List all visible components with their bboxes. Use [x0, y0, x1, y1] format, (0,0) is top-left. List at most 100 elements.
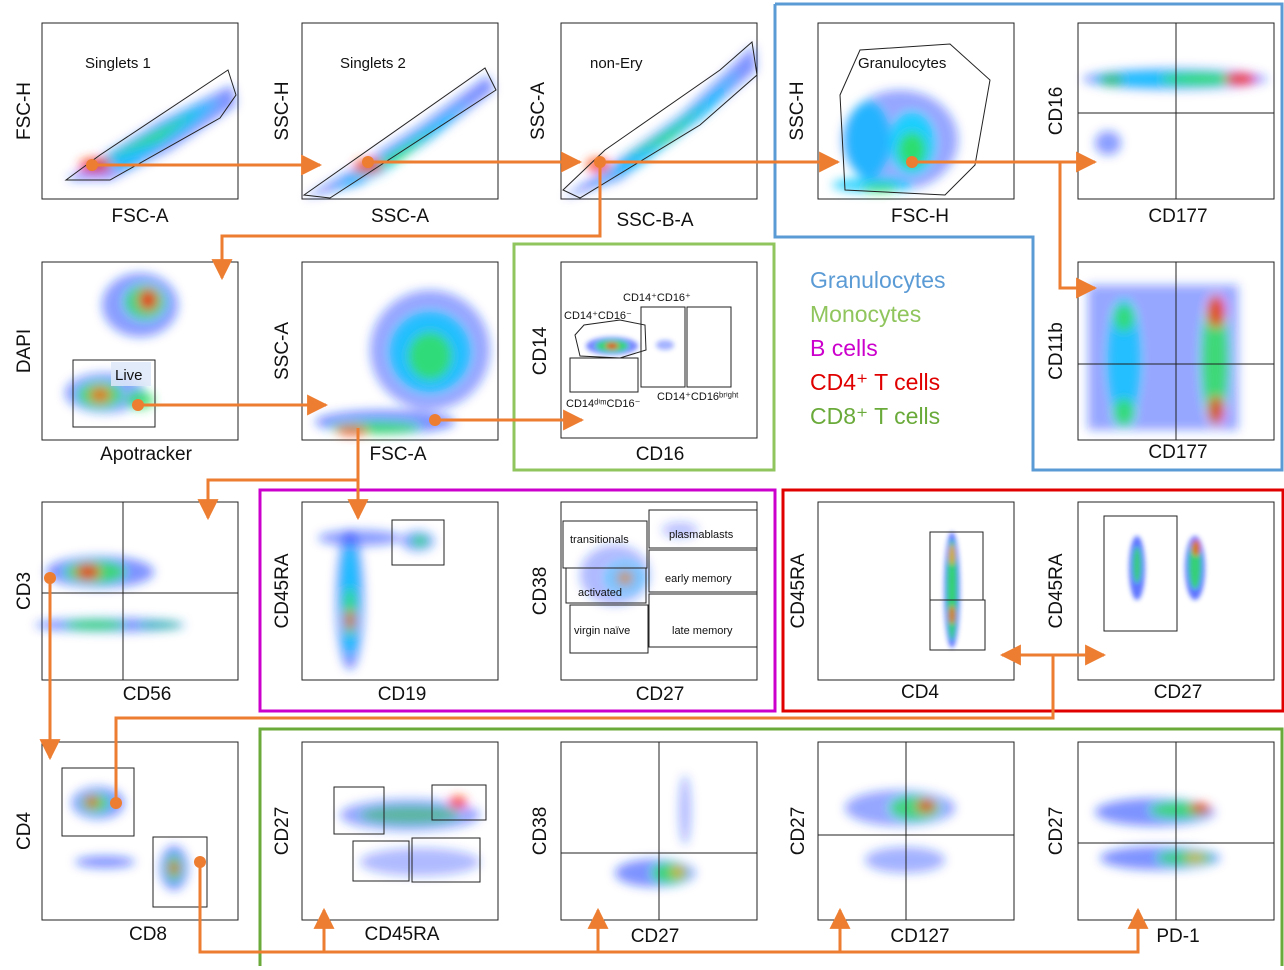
y-axis-label: CD4 [14, 812, 35, 850]
x-axis-label: CD19 [378, 684, 427, 705]
gate-virgin-naive [569, 604, 649, 654]
gate-activated [565, 567, 647, 604]
panel-ssc-fsc: FSC-A SSC-A [272, 261, 499, 465]
plot-frame [301, 501, 499, 681]
dot-live [132, 399, 144, 411]
gate-label: plasmablasts [669, 529, 734, 541]
gate-label: activated [578, 587, 622, 599]
density-cloud [35, 556, 185, 632]
y-axis-label: CD45RA [272, 553, 293, 628]
y-axis-label: DAPI [14, 329, 35, 373]
gate-cd14-cd16pos [640, 306, 686, 388]
density-cloud [1088, 285, 1238, 430]
panel-cd45ra-cd27: CD27 CD45RA [1046, 501, 1275, 703]
density-cloud [72, 787, 188, 890]
gate-early-memory [648, 549, 758, 593]
x-axis-label: FSC-H [891, 206, 949, 227]
x-axis-label: CD27 [636, 684, 685, 705]
y-axis-label: CD27 [1046, 807, 1067, 856]
gate-cd14-cd16neg [574, 319, 647, 359]
panel-cd11b-cd177: CD177 CD11b [1046, 261, 1275, 463]
y-axis-label: CD27 [272, 807, 293, 856]
panel-cd16-cd177: CD177 CD16 [1046, 22, 1275, 227]
plot-frame [41, 741, 239, 921]
gate-cm [352, 840, 410, 882]
x-axis-label: CD8 [129, 924, 167, 945]
granulocytes-group-box [773, 2, 1284, 472]
density-cloud [944, 532, 960, 648]
y-axis-label: SSC-H [272, 81, 293, 140]
density-cloud [580, 522, 698, 605]
density-cloud [586, 337, 674, 355]
x-axis-label: CD4 [901, 682, 939, 703]
density-cloud [315, 290, 490, 435]
y-axis-label: CD14 [530, 326, 551, 375]
density-cloud [1095, 798, 1220, 870]
plot-frame [1077, 501, 1275, 681]
arrow-cd8-to-cd8panels [198, 862, 1149, 954]
y-axis-label: CD38 [530, 567, 551, 616]
panel-monocytes: CD14⁺CD16⁺ CD14⁺CD16⁻ CD14ᵈⁱᵐCD16⁻ CD14⁺… [530, 261, 758, 465]
monocytes-group-box [512, 242, 776, 472]
density-cloud [1083, 68, 1267, 155]
panel-cd27-cd45ra: CD45RA CD27 [272, 741, 499, 945]
panel-live: Live Apotracker DAPI [14, 261, 239, 465]
arrow-granulocytes-to-cd11b [1058, 162, 1098, 299]
x-axis-label: CD56 [123, 684, 172, 705]
bcell-gate [391, 519, 445, 566]
dot-fsc [429, 414, 441, 426]
plot-frame [817, 501, 1015, 681]
panel-cd38-cd27: transitionals plasmablasts activated ear… [530, 501, 758, 705]
gate-dots [44, 156, 918, 868]
group-boxes [258, 2, 1284, 966]
x-axis-label: SSC-B-A [616, 210, 693, 231]
gate-label: Singlets 2 [340, 55, 406, 72]
arrow-nonery-to-live [211, 162, 602, 281]
gate-temra [431, 784, 487, 821]
x-axis-label: PD-1 [1156, 926, 1199, 947]
dot-granulocytes [906, 156, 918, 168]
cd8-group-box [258, 727, 1284, 966]
panel-cd27-cd127: CD127 CD27 [788, 741, 1015, 947]
y-axis-label: CD3 [14, 572, 35, 610]
x-axis-label: CD177 [1148, 206, 1207, 227]
legend-bcells: B cells [810, 335, 878, 361]
gating-arrows [39, 151, 1149, 954]
gate-label: virgin naïve [574, 625, 630, 637]
gate-label: transitionals [570, 534, 629, 546]
plot-frame [41, 501, 239, 681]
legend-monocytes: Monocytes [810, 301, 921, 327]
legend: Granulocytes Monocytes B cells CD4⁺ T ce… [810, 267, 946, 429]
cd4-gate [61, 767, 135, 837]
density-cloud [832, 90, 958, 192]
gate-memory [929, 599, 986, 651]
panel-cd4-cd8: CD8 CD4 [14, 741, 239, 945]
gate-label: Live [115, 367, 143, 384]
legend-cd8: CD8⁺ T cells [810, 403, 940, 429]
y-axis-label: CD38 [530, 807, 551, 856]
panel-singlets2: SSC-A SSC-H Singlets 2 [272, 22, 499, 227]
density-cloud [318, 530, 434, 670]
panel-granulocytes: FSC-H SSC-H Granulocytes [787, 22, 1015, 227]
gate-outline [64, 69, 237, 181]
y-axis-label: SSC-A [528, 82, 549, 140]
gate-label: CD14ᵈⁱᵐCD16⁻ [566, 398, 641, 410]
gate-cd14dim [569, 357, 639, 393]
plot-frame [817, 741, 1015, 921]
live-gate [72, 359, 156, 428]
x-axis-label: SSC-A [371, 206, 429, 227]
y-axis-label: SSC-H [787, 81, 808, 140]
dot-cd4 [110, 797, 122, 809]
y-axis-label: CD27 [788, 807, 809, 856]
x-axis-label: CD127 [890, 926, 949, 947]
plot-frame [301, 741, 499, 921]
gate-label: Granulocytes [858, 55, 946, 72]
density-cloud [340, 796, 480, 876]
x-axis-label: Apotracker [100, 444, 193, 465]
panel-cd27-pd1: PD-1 CD27 [1046, 741, 1275, 947]
gate-em [411, 837, 481, 883]
dot-nonery [594, 156, 606, 168]
panel-cd38-cd27-cd8: CD27 CD38 [530, 741, 758, 947]
dot-singlets1 [86, 159, 98, 171]
gate-label: CD14⁺CD16ᵇʳⁱᵍʰᵗ [657, 391, 739, 403]
